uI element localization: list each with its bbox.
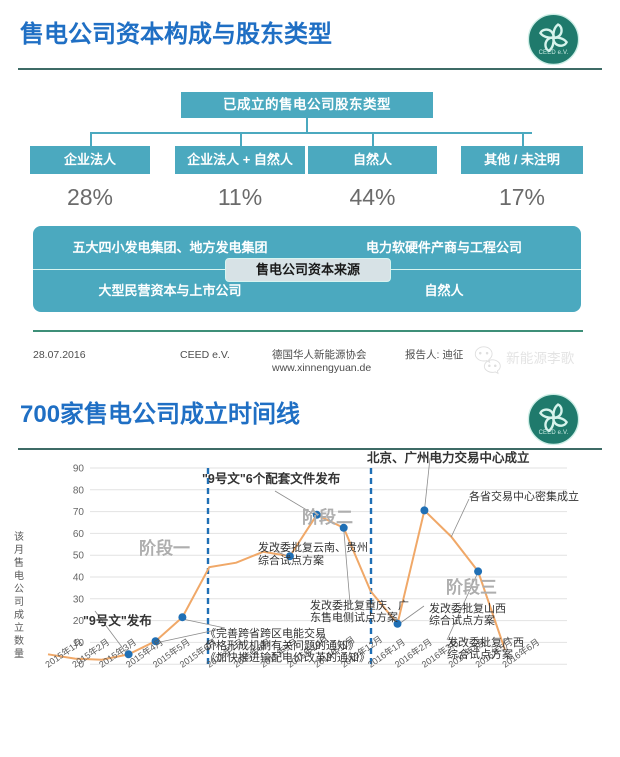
svg-text:50: 50 <box>73 551 85 562</box>
svg-text:新能源李歌: 新能源李歌 <box>506 351 574 366</box>
svg-text:30: 30 <box>73 594 85 605</box>
svg-text:60: 60 <box>73 529 85 540</box>
svg-text:40: 40 <box>73 573 85 584</box>
svg-text:90: 90 <box>73 464 85 475</box>
svg-text:CEED e.V.: CEED e.V. <box>539 430 569 436</box>
svg-text:70: 70 <box>73 507 85 518</box>
svg-text:80: 80 <box>73 485 85 496</box>
svg-text:CEED e.V.: CEED e.V. <box>539 50 569 56</box>
